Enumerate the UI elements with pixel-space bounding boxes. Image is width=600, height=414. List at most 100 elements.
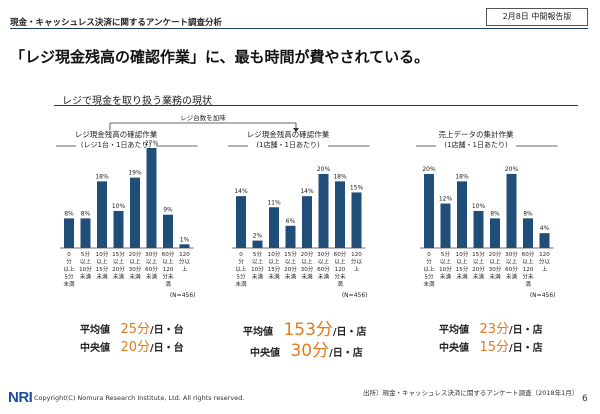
chart-title: レジ現金残高の確認作業	[247, 129, 330, 139]
x-tick-label: 30分	[129, 265, 142, 273]
x-tick-label: 以上	[162, 258, 174, 266]
x-tick-label: 15分	[284, 250, 297, 258]
bar	[113, 210, 124, 248]
nri-logo: NRI	[8, 389, 33, 406]
x-tick-label: 未満	[63, 280, 75, 288]
chart-subtitle: (1店舗・1日あたり)	[444, 140, 508, 149]
x-tick-label: 5分	[424, 273, 434, 281]
x-tick-label: 以上	[522, 258, 534, 266]
date-badge: 2月8日 中間報告版	[486, 8, 588, 26]
chart-register-per-unit: レジ現金残高の確認作業(レジ1台・1日あたり)8%0分以上5分未満8%5分以上1…	[56, 129, 198, 299]
x-tick-label: 0	[427, 252, 431, 258]
x-tick-label: 15分	[112, 250, 125, 258]
x-tick-label: 未満	[285, 273, 297, 281]
sample-size-label: (N=456)	[530, 292, 556, 299]
bar	[130, 177, 140, 248]
bar	[146, 148, 157, 248]
x-tick-label: 以上	[489, 258, 501, 266]
bar-value-label: 11%	[267, 199, 281, 206]
x-tick-label: 以上	[268, 258, 280, 266]
x-tick-label: 上	[182, 265, 188, 273]
bar	[285, 225, 296, 248]
x-tick-label: 分以	[351, 258, 363, 266]
bar	[179, 244, 190, 248]
x-tick-label: 以上	[96, 258, 108, 266]
x-tick-label: 以上	[113, 258, 125, 266]
bar-value-label: 6%	[286, 218, 296, 225]
bar-value-label: 10%	[112, 203, 126, 210]
x-tick-label: 未満	[268, 273, 280, 281]
bar-value-label: 8%	[81, 210, 91, 217]
x-tick-label: 以上	[285, 258, 297, 266]
x-tick-label: 以上	[334, 258, 346, 266]
x-tick-label: 以上	[423, 265, 435, 273]
bar	[163, 214, 173, 248]
bar-value-label: 15%	[350, 184, 364, 191]
x-tick-label: 未満	[129, 273, 141, 281]
stat-mean-chart2: 平均値 153分/日・店	[243, 320, 367, 340]
x-tick-label: 以上	[146, 258, 158, 266]
x-tick-label: 未満	[80, 273, 92, 281]
x-tick-label: 未満	[456, 273, 468, 281]
bar-value-label: 8%	[64, 210, 74, 217]
x-tick-label: 未満	[489, 273, 501, 281]
x-tick-label: 以上	[235, 265, 247, 273]
x-tick-label: 30分	[145, 250, 158, 258]
bar-value-label: 18%	[455, 173, 469, 180]
bar	[351, 192, 362, 248]
x-tick-label: 上	[354, 265, 360, 273]
x-tick-label: 以上	[473, 258, 485, 266]
bar	[473, 210, 484, 248]
x-tick-label: 15分	[456, 265, 469, 273]
bar	[97, 181, 107, 248]
stat-mean-chart3: 平均値 23分/日・店	[439, 322, 543, 337]
x-tick-label: 10分	[251, 265, 264, 273]
x-tick-label: 0	[67, 252, 71, 258]
x-tick-label: 満	[337, 281, 343, 288]
x-tick-label: 120	[539, 252, 550, 258]
bar	[457, 181, 467, 248]
charts-area: レジ台数を加味 レジ現金残高の確認作業(レジ1台・1日あたり)8%0分以上5分未…	[56, 113, 558, 299]
x-tick-label: 未満	[506, 273, 518, 281]
x-tick-label: 120	[335, 267, 346, 273]
x-tick-label: 満	[165, 281, 171, 288]
x-tick-label: 分未	[334, 273, 346, 281]
x-tick-label: 120	[351, 252, 362, 258]
x-tick-label: 以上	[252, 258, 264, 266]
x-tick-label: 120	[523, 267, 534, 273]
x-tick-label: 以上	[80, 258, 92, 266]
x-tick-label: 20分	[284, 265, 297, 273]
x-tick-label: 5分	[441, 250, 451, 258]
bar-value-label: 14%	[300, 188, 314, 195]
x-tick-label: 30分	[301, 265, 314, 273]
x-tick-label: 60分	[522, 250, 535, 258]
bar-value-label: 8%	[490, 210, 500, 217]
x-tick-label: 10分	[79, 265, 92, 273]
chart-subtitle: (1店舗・1日あたり)	[256, 140, 320, 149]
x-tick-label: 10分	[268, 250, 281, 258]
x-tick-label: 分	[426, 258, 432, 266]
bar-value-label: 18%	[333, 173, 347, 180]
header-rule	[10, 28, 588, 29]
x-tick-label: 以上	[318, 258, 330, 266]
stat-median-chart1: 中央値 20分/日・台	[80, 340, 184, 355]
bar	[539, 233, 550, 248]
x-tick-label: 上	[542, 265, 548, 273]
x-tick-label: 未満	[473, 273, 485, 281]
x-tick-label: 未満	[440, 273, 452, 281]
page-headline: 「レジ現金残高の確認作業」に、最も時間が費やされている。	[10, 48, 430, 66]
bar	[236, 196, 246, 248]
x-tick-label: 120	[163, 267, 174, 273]
bar-value-label: 8%	[523, 210, 533, 217]
x-tick-label: 以上	[129, 258, 141, 266]
bar-value-label: 18%	[95, 173, 109, 180]
x-tick-label: 分	[66, 258, 72, 266]
x-tick-label: 10分	[456, 250, 469, 258]
x-tick-label: 未満	[96, 273, 108, 281]
x-tick-label: 60分	[162, 250, 175, 258]
x-tick-label: 分	[238, 258, 244, 266]
bar-value-label: 20%	[317, 166, 331, 173]
chart-title: 売上データの集計作業	[439, 129, 514, 139]
x-tick-label: 以上	[456, 258, 468, 266]
x-tick-label: 分以	[539, 258, 551, 266]
